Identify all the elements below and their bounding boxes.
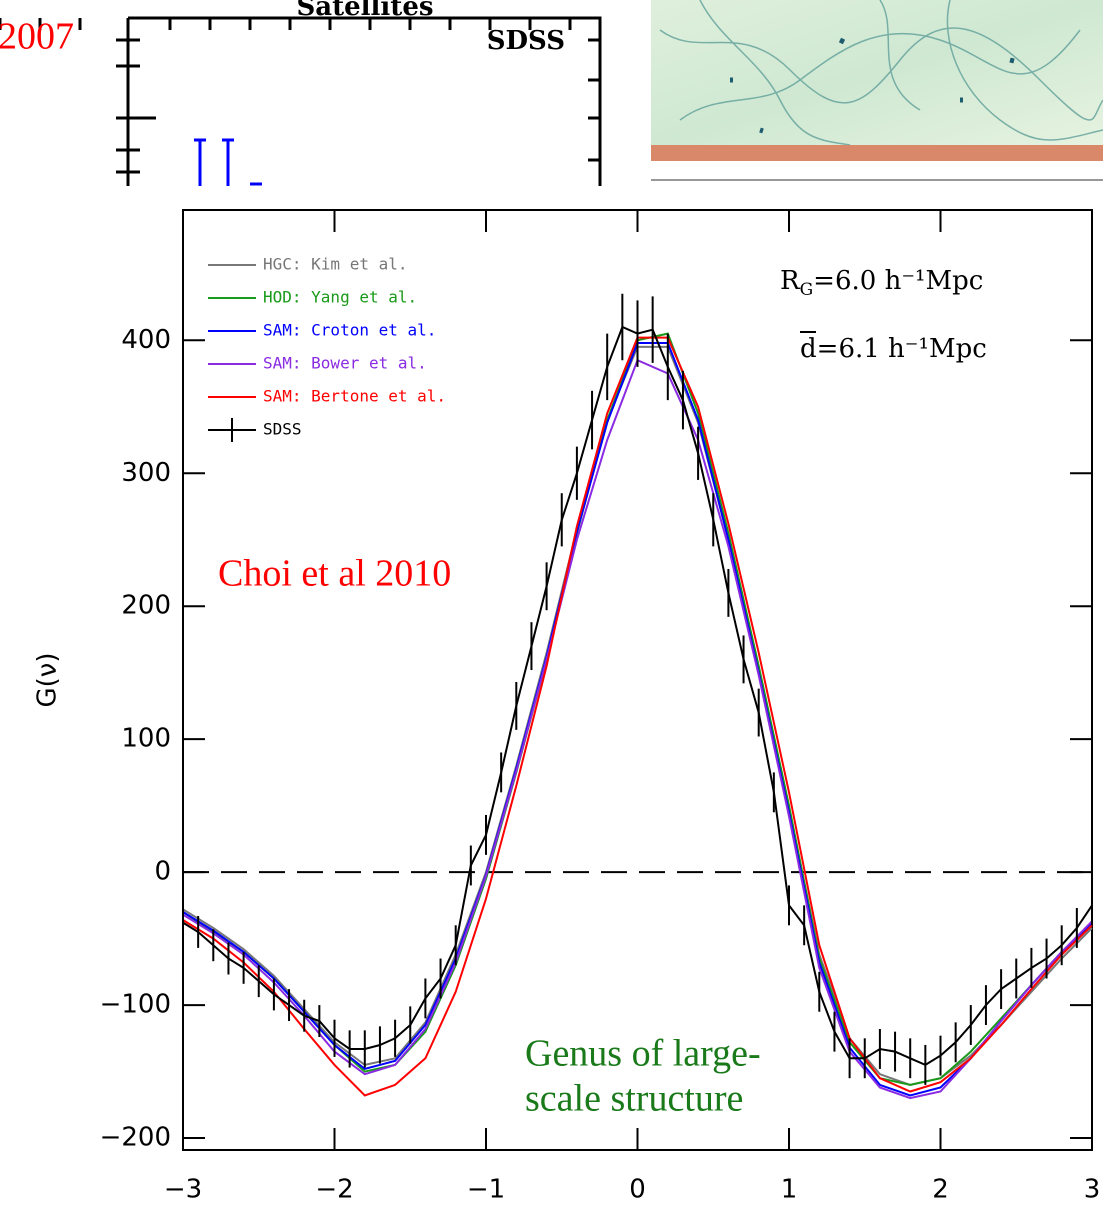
- fragment-legend: SDSS: [487, 26, 565, 56]
- cosmic-web-image: [651, 0, 1103, 146]
- annotation-text: =6.1 h⁻¹Mpc: [817, 334, 987, 364]
- fragment-chart: Satellites 2007 SDSS: [0, 0, 602, 186]
- legend-label: HGC: Kim et al.: [263, 255, 408, 274]
- legend-label: SAM: Bertone et al.: [263, 387, 446, 406]
- x-tick-label: 3: [1084, 1175, 1101, 1205]
- fragment-label: 2007: [0, 16, 74, 58]
- x-tick-label: −3: [164, 1175, 202, 1205]
- annotation-text: =6.0 h⁻¹Mpc: [813, 266, 983, 296]
- y-tick-label: 400: [121, 325, 171, 355]
- y-tick-label: 0: [154, 857, 171, 887]
- legend-label: SAM: Croton et al.: [263, 321, 436, 340]
- series-line: [182, 342, 1093, 1097]
- y-tick-label: −100: [100, 990, 171, 1020]
- y-tick-label: −200: [100, 1123, 171, 1153]
- annotation-subscript: G: [800, 280, 814, 300]
- fragment-ticks: [0, 18, 600, 174]
- series-line: [182, 336, 1093, 1097]
- y-tick-label: 300: [121, 458, 171, 488]
- legend-label: HOD: Yang et al.: [263, 288, 417, 307]
- series-line: [182, 358, 1093, 1100]
- citation: Choi et al 2010: [218, 553, 451, 595]
- fragment-frame: [126, 16, 602, 186]
- x-tick-label: −2: [315, 1175, 353, 1205]
- legend-label: SAM: Bower et al.: [263, 354, 427, 373]
- series-line: [182, 345, 1093, 1086]
- legend-label: SDSS: [263, 420, 302, 439]
- plot-area: [182, 210, 1093, 1150]
- separation-annotation: d=6.1 h⁻¹Mpc: [800, 334, 987, 364]
- y-tick-label: 200: [121, 591, 171, 621]
- x-tick-label: −1: [467, 1175, 505, 1205]
- caption-line: Genus of large-: [525, 1033, 761, 1075]
- annotation-symbol: d: [800, 334, 817, 364]
- x-tick-label: 2: [932, 1175, 949, 1205]
- fragment-title: Satellites: [297, 0, 434, 22]
- series-line: [182, 332, 1093, 1086]
- series-line: [182, 325, 1093, 1067]
- y-tick-label: 100: [121, 724, 171, 754]
- annotation-symbol: R: [780, 266, 801, 296]
- accent-bar: [651, 145, 1103, 161]
- caption-line: scale structure: [525, 1078, 743, 1120]
- smoothing-annotation: RG=6.0 h⁻¹Mpc: [780, 266, 983, 300]
- y-axis-label: G(ν): [33, 653, 63, 708]
- x-tick-label: 0: [629, 1175, 646, 1205]
- x-tick-label: 1: [781, 1175, 798, 1205]
- fragment-error-bars: [194, 138, 262, 186]
